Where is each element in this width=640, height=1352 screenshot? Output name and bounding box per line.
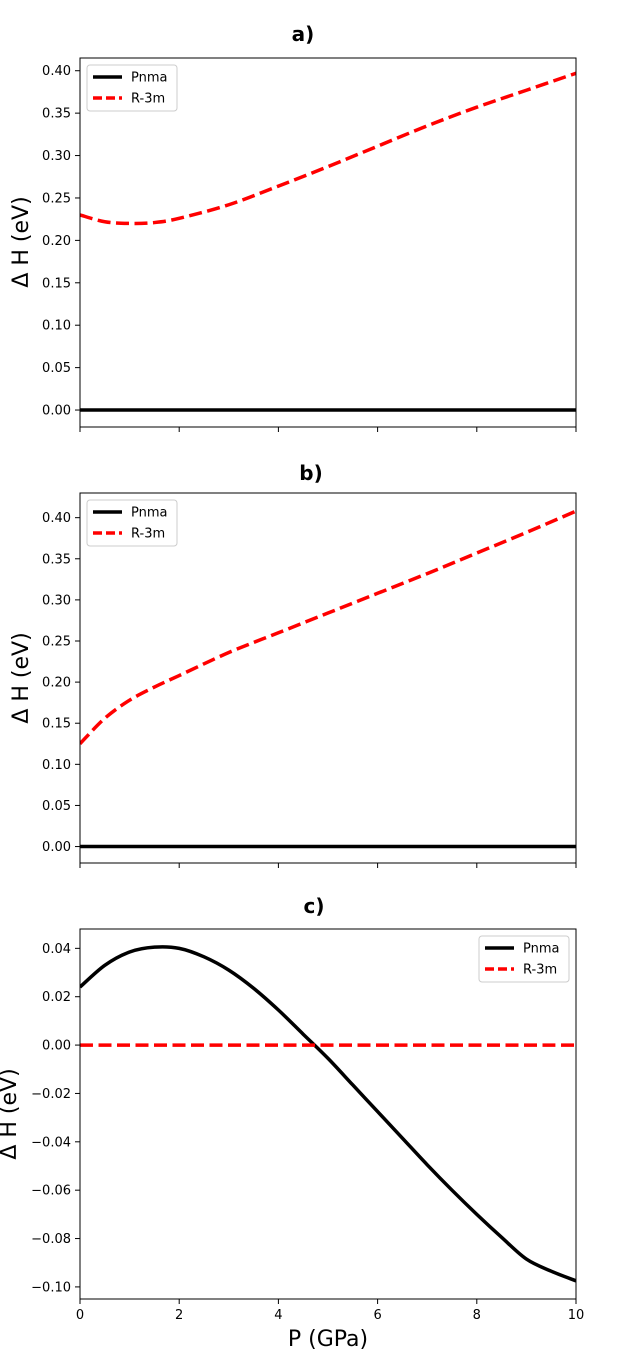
x-tick-label: 6 (373, 1308, 381, 1323)
y-tick-label: 0.05 (42, 361, 71, 376)
series-line-r-3m (80, 71, 576, 226)
y-tick-label: 0.40 (42, 64, 71, 79)
panel-title: a) (292, 22, 315, 46)
y-tick-label: −0.08 (31, 1232, 71, 1247)
series-group (80, 945, 576, 1283)
y-tick-label: 0.02 (42, 990, 71, 1005)
panel-title: b) (299, 461, 322, 485)
y-tick-label: 0.00 (42, 840, 71, 855)
legend: Pnma R-3m (86, 64, 178, 112)
legend-label: R-3m (523, 963, 557, 978)
legend-label: Pnma (131, 71, 167, 86)
series-line-r-3m (80, 509, 576, 745)
y-tick-label: 0.20 (42, 676, 71, 691)
y-tick-label: 0.00 (42, 1039, 71, 1054)
y-axis-label: Δ H (eV) (9, 632, 34, 723)
x-tick-label: 0 (76, 1308, 84, 1323)
plot-area: −0.10 −0.08 −0.06 −0.04 −0.02 0.00 0.02 0.04 0 2 4… (31, 928, 585, 1323)
panel-title: c) (304, 894, 325, 918)
series-group (80, 509, 576, 849)
y-tick-label: 0.15 (42, 276, 71, 291)
x-tick-label: 10 (568, 1308, 585, 1323)
legend: Pnma R-3m (86, 499, 178, 547)
y-tick-label: 0.10 (42, 319, 71, 334)
y-axis-label: Δ H (eV) (9, 196, 34, 287)
axes-frame (79, 492, 577, 864)
plot-area: 0.00 0.05 0.10 0.15 0.20 0.25 0.30 0.35 0.40 Pnma… (42, 492, 577, 868)
y-tick-label: −0.10 (31, 1280, 71, 1295)
y-tick-label: 0.25 (42, 635, 71, 650)
x-tick-label: 4 (274, 1308, 282, 1323)
y-tick-label: 0.10 (42, 758, 71, 773)
y-tick-label: 0.25 (42, 191, 71, 206)
x-tick-label: 8 (473, 1308, 481, 1323)
legend-label: Pnma (523, 942, 559, 957)
x-tick-label: 2 (175, 1308, 183, 1323)
y-tick-label: 0.20 (42, 234, 71, 249)
y-tick-label: 0.30 (42, 149, 71, 164)
y-tick-label: −0.02 (31, 1087, 71, 1102)
y-tick-label: 0.15 (42, 717, 71, 732)
y-tick-label: 0.40 (42, 511, 71, 526)
series-group (80, 71, 576, 412)
axes-frame (79, 928, 577, 1300)
y-tick-label: −0.06 (31, 1184, 71, 1199)
legend-label: R-3m (131, 92, 165, 107)
axes-frame (79, 57, 577, 428)
legend: Pnma R-3m (478, 935, 570, 983)
y-tick-label: 0.04 (42, 942, 71, 957)
legend-label: R-3m (131, 527, 165, 542)
x-axis-label: P (GPa) (288, 1327, 368, 1352)
y-tick-label: 0.05 (42, 799, 71, 814)
y-tick-label: −0.04 (31, 1135, 71, 1150)
plot-area: 0.00 0.05 0.10 0.15 0.20 0.25 0.30 0.35 0.40 Pnma… (42, 57, 577, 432)
panel-b: b) Δ H (eV) 0.00 0.05 0.10 0.15 0.20 0.25 0.30… (9, 461, 577, 868)
panel-a: a) Δ H (eV) 0.00 0.05 0.10 0.15 0.20 0.25 0.30… (9, 22, 577, 432)
y-tick-label: 0.35 (42, 552, 71, 567)
y-tick-label: 0.30 (42, 593, 71, 608)
y-tick-label: 0.00 (42, 404, 71, 419)
y-axis-label: Δ H (eV) (0, 1068, 22, 1159)
legend-label: Pnma (131, 506, 167, 521)
series-line-pnma (80, 945, 576, 1283)
y-tick-label: 0.35 (42, 107, 71, 122)
panel-c: c) Δ H (eV) P (GPa) −0.10 −0.08 −0.06 −0.04… (0, 894, 584, 1352)
